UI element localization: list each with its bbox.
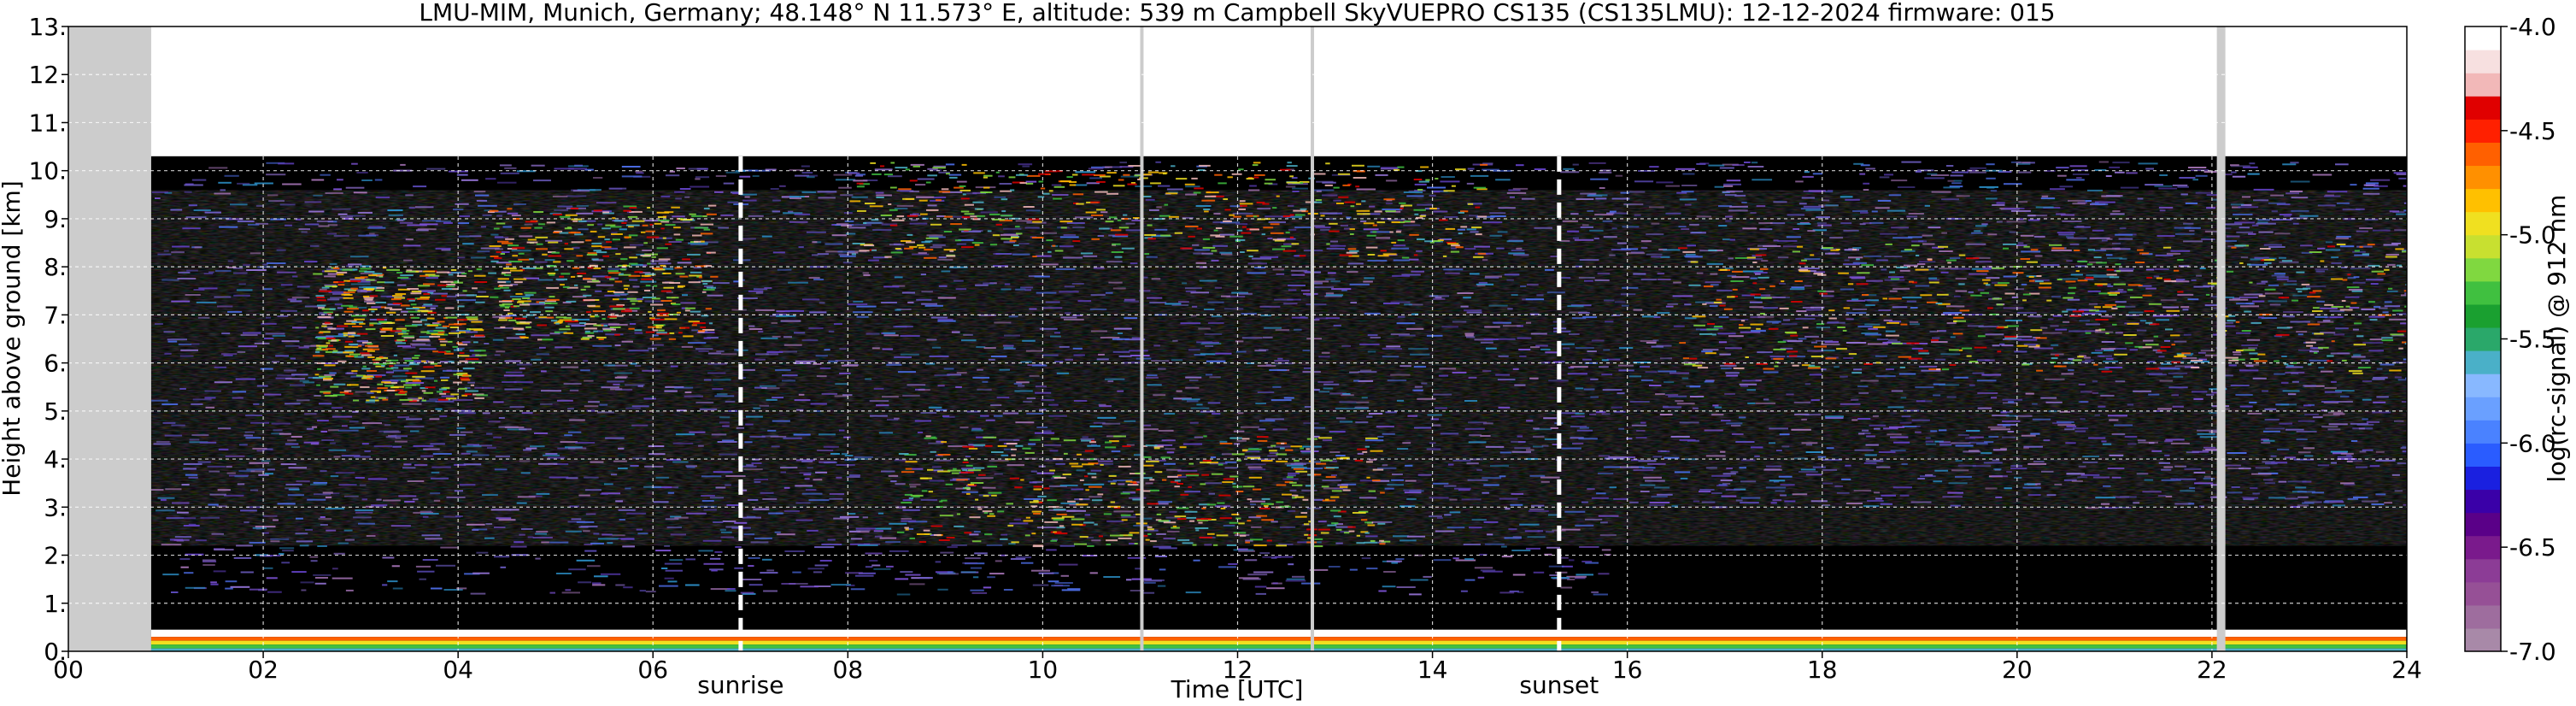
no-data-region bbox=[68, 26, 151, 651]
y-tick-label: 12. bbox=[28, 61, 67, 89]
y-axis-ticks: 0. 1. 2. 3. 4. 5. 6. 7. 8. 9. 10. 11. 12. 13. bbox=[28, 13, 68, 666]
sunrise-label: sunrise bbox=[697, 671, 783, 699]
colorbar-tick-label: -6.0 bbox=[2509, 429, 2556, 457]
colorbar-swatch bbox=[2465, 466, 2501, 491]
colorbar-swatch bbox=[2465, 119, 2501, 143]
colorbar-tick-label: -5.5 bbox=[2509, 326, 2556, 354]
colorbar-tick-label: -5.0 bbox=[2509, 221, 2556, 250]
colorbar-swatch bbox=[2465, 280, 2501, 305]
y-tick-label: 4. bbox=[44, 445, 67, 474]
x-tick-label: 04 bbox=[443, 656, 473, 684]
y-tick-label: 8. bbox=[44, 253, 67, 281]
y-tick-label: 13. bbox=[28, 13, 67, 41]
colorbar-swatch bbox=[2465, 303, 2501, 328]
missing-data-stripe bbox=[1311, 26, 1315, 651]
y-tick-label: 1. bbox=[44, 590, 67, 618]
x-tick-label: 06 bbox=[637, 656, 668, 684]
x-tick-label: 20 bbox=[2002, 656, 2033, 684]
colorbar-ticks: -4.0 -4.5 -5.0 -5.5 -6.0 -6.5 -7.0 bbox=[2501, 13, 2556, 666]
colorbar-swatch bbox=[2465, 188, 2501, 213]
colorbar-swatch bbox=[2465, 604, 2501, 629]
colorbar-swatch bbox=[2465, 234, 2501, 259]
y-tick-label: 5. bbox=[44, 397, 67, 426]
colorbar-swatch bbox=[2465, 26, 2501, 50]
missing-data-stripe bbox=[2216, 26, 2226, 651]
surface-layer-band bbox=[150, 637, 2407, 641]
colorbar-swatch bbox=[2465, 581, 2501, 606]
x-tick-label: 22 bbox=[2197, 656, 2227, 684]
colorbar-swatch bbox=[2465, 489, 2501, 514]
y-axis-label: Height above ground [km] bbox=[0, 180, 26, 497]
colorbar-tick-label: -4.0 bbox=[2509, 13, 2556, 41]
x-axis-ticks: 00 02 04 06 08 10 12 14 16 18 20 22 24 bbox=[53, 651, 2422, 684]
backscatter-heatmap bbox=[68, 26, 2407, 651]
colorbar-swatch bbox=[2465, 558, 2501, 583]
colorbar-swatch bbox=[2465, 165, 2501, 190]
surface-layer-band bbox=[150, 629, 2407, 638]
colorbar-tick-label: -6.5 bbox=[2509, 533, 2556, 562]
x-tick-label: 08 bbox=[833, 656, 864, 684]
colorbar-swatch bbox=[2465, 627, 2501, 652]
colorbar-swatch bbox=[2465, 211, 2501, 236]
x-tick-label: 10 bbox=[1028, 656, 1059, 684]
y-tick-label: 11. bbox=[28, 109, 67, 137]
y-tick-label: 0. bbox=[44, 638, 67, 666]
colorbar-tick-label: -4.5 bbox=[2509, 117, 2556, 145]
plot-area: sunrise sunset bbox=[67, 26, 2408, 699]
y-tick-label: 2. bbox=[44, 542, 67, 570]
surface-layer-band bbox=[150, 644, 2407, 649]
missing-data-stripe bbox=[1140, 26, 1144, 651]
surface-layer-band bbox=[150, 648, 2407, 651]
colorbar-swatch bbox=[2465, 374, 2501, 397]
aerosol-texture bbox=[150, 190, 2407, 546]
colorbar: -4.0 -4.5 -5.0 -5.5 -6.0 -6.5 -7.0 log(rc-sign… bbox=[2464, 13, 2571, 666]
y-tick-label: 10. bbox=[28, 157, 67, 185]
surface-layer-band bbox=[150, 640, 2407, 645]
colorbar-swatch bbox=[2465, 350, 2501, 374]
x-tick-label: 12 bbox=[1223, 656, 1253, 684]
colorbar-swatch bbox=[2465, 257, 2501, 282]
x-tick-label: 16 bbox=[1612, 656, 1643, 684]
colorbar-swatch bbox=[2465, 142, 2501, 167]
colorbar-label: log(rc-signal) @ 912 nm bbox=[2543, 195, 2571, 483]
backscatter-speckle bbox=[151, 161, 2407, 596]
x-tick-label: 24 bbox=[2391, 656, 2422, 684]
colorbar-swatch bbox=[2465, 96, 2501, 120]
grid-lines bbox=[68, 26, 2407, 651]
colorbar-swatch bbox=[2465, 327, 2501, 351]
sunset-label: sunset bbox=[1519, 671, 1599, 699]
x-tick-label: 02 bbox=[248, 656, 279, 684]
x-tick-label: 00 bbox=[53, 656, 84, 684]
y-tick-label: 3. bbox=[44, 493, 67, 521]
colorbar-swatch bbox=[2465, 50, 2501, 74]
colorbar-swatches bbox=[2465, 26, 2501, 652]
colorbar-tick-label: -7.0 bbox=[2509, 638, 2556, 666]
colorbar-swatch bbox=[2465, 443, 2501, 467]
colorbar-swatch bbox=[2465, 73, 2501, 97]
x-tick-label: 18 bbox=[1807, 656, 1838, 684]
colorbar-swatch bbox=[2465, 397, 2501, 421]
colorbar-swatch bbox=[2465, 535, 2501, 560]
y-tick-label: 9. bbox=[44, 205, 67, 233]
x-tick-label: 14 bbox=[1417, 656, 1448, 684]
chart-title: LMU-MIM, Munich, Germany; 48.148° N 11.5… bbox=[419, 0, 2055, 26]
colorbar-swatch bbox=[2465, 512, 2501, 537]
y-tick-label: 7. bbox=[44, 301, 67, 329]
annotations: sunrise sunset bbox=[697, 156, 1599, 699]
colorbar-swatch bbox=[2465, 420, 2501, 444]
y-tick-label: 6. bbox=[44, 350, 67, 378]
x-axis-label: Time [UTC] bbox=[1171, 675, 1304, 703]
